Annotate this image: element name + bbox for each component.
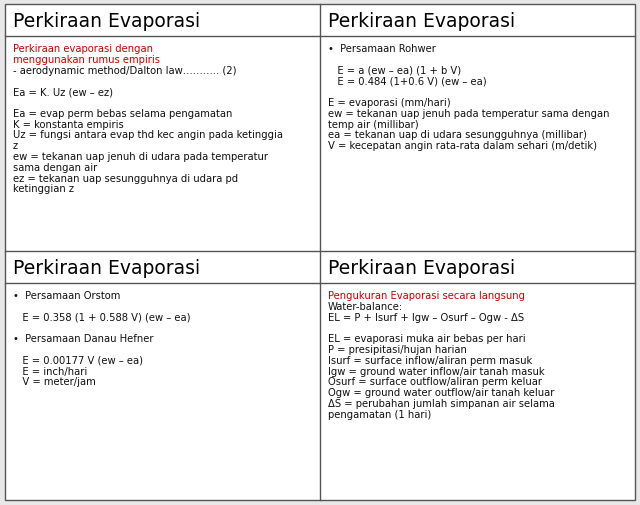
Text: Osurf = surface outflow/aliran perm keluar: Osurf = surface outflow/aliran perm kelu… <box>328 377 542 387</box>
Text: Ea = evap perm bebas selama pengamatan: Ea = evap perm bebas selama pengamatan <box>13 109 232 119</box>
Text: •  Persamaan Danau Hefner: • Persamaan Danau Hefner <box>13 333 154 343</box>
Text: ketinggian z: ketinggian z <box>13 184 74 194</box>
Text: Perkiraan Evaporasi: Perkiraan Evaporasi <box>328 258 515 277</box>
Text: •  Persamaan Rohwer: • Persamaan Rohwer <box>328 44 436 54</box>
Text: E = inch/hari: E = inch/hari <box>13 366 87 376</box>
Text: K = konstanta empiris: K = konstanta empiris <box>13 119 124 129</box>
Text: ez = tekanan uap sesungguhnya di udara pd: ez = tekanan uap sesungguhnya di udara p… <box>13 173 238 183</box>
Text: Water-balance:: Water-balance: <box>328 301 403 311</box>
Text: ew = tekanan uap jenuh di udara pada temperatur: ew = tekanan uap jenuh di udara pada tem… <box>13 152 268 162</box>
Text: Pengukuran Evaporasi secara langsung: Pengukuran Evaporasi secara langsung <box>328 290 525 300</box>
Text: V = meter/jam: V = meter/jam <box>13 377 96 387</box>
Text: Isurf = surface inflow/aliran perm masuk: Isurf = surface inflow/aliran perm masuk <box>328 355 532 365</box>
Text: ΔS = perubahan jumlah simpanan air selama: ΔS = perubahan jumlah simpanan air selam… <box>328 398 555 408</box>
Text: EL = P + Isurf + Igw – Osurf – Ogw - ΔS: EL = P + Isurf + Igw – Osurf – Ogw - ΔS <box>328 312 524 322</box>
Text: z: z <box>13 141 18 151</box>
Text: E = 0.358 (1 + 0.588 V) (ew – ea): E = 0.358 (1 + 0.588 V) (ew – ea) <box>13 312 191 322</box>
Text: Perkiraan evaporasi dengan: Perkiraan evaporasi dengan <box>13 44 153 54</box>
Text: Ea = K. Uz (ew – ez): Ea = K. Uz (ew – ez) <box>13 87 113 97</box>
Text: E = evaporasi (mm/hari): E = evaporasi (mm/hari) <box>328 98 451 108</box>
Text: Perkiraan Evaporasi: Perkiraan Evaporasi <box>328 12 515 30</box>
Text: •  Persamaan Orstom: • Persamaan Orstom <box>13 290 120 300</box>
Text: - aerodynamic method/Dalton law……….. (2): - aerodynamic method/Dalton law……….. (2) <box>13 66 237 75</box>
Text: Perkiraan Evaporasi: Perkiraan Evaporasi <box>13 12 200 30</box>
Text: temp air (millibar): temp air (millibar) <box>328 119 419 129</box>
Text: Igw = ground water inflow/air tanah masuk: Igw = ground water inflow/air tanah masu… <box>328 366 545 376</box>
Text: ea = tekanan uap di udara sesungguhnya (millibar): ea = tekanan uap di udara sesungguhnya (… <box>328 130 587 140</box>
Text: V = kecepatan angin rata-rata dalam sehari (m/detik): V = kecepatan angin rata-rata dalam seha… <box>328 141 597 151</box>
Text: menggunakan rumus empiris: menggunakan rumus empiris <box>13 55 160 65</box>
Text: E = a (ew – ea) (1 + b V): E = a (ew – ea) (1 + b V) <box>328 66 461 75</box>
Text: P = presipitasi/hujan harian: P = presipitasi/hujan harian <box>328 344 467 355</box>
Text: EL = evaporasi muka air bebas per hari: EL = evaporasi muka air bebas per hari <box>328 333 525 343</box>
Text: Ogw = ground water outflow/air tanah keluar: Ogw = ground water outflow/air tanah kel… <box>328 387 554 397</box>
Text: pengamatan (1 hari): pengamatan (1 hari) <box>328 409 431 419</box>
Text: Perkiraan Evaporasi: Perkiraan Evaporasi <box>13 258 200 277</box>
Text: sama dengan air: sama dengan air <box>13 163 97 173</box>
Text: E = 0.00177 V (ew – ea): E = 0.00177 V (ew – ea) <box>13 355 143 365</box>
Text: ew = tekanan uap jenuh pada temperatur sama dengan: ew = tekanan uap jenuh pada temperatur s… <box>328 109 609 119</box>
Text: Uz = fungsi antara evap thd kec angin pada ketinggia: Uz = fungsi antara evap thd kec angin pa… <box>13 130 283 140</box>
Text: E = 0.484 (1+0.6 V) (ew – ea): E = 0.484 (1+0.6 V) (ew – ea) <box>328 76 486 86</box>
